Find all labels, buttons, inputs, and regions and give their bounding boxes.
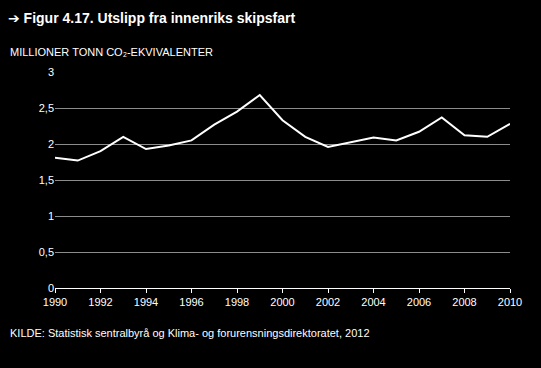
svg-text:1998: 1998 (225, 296, 249, 308)
svg-text:2006: 2006 (407, 296, 431, 308)
svg-text:0,5: 0,5 (39, 246, 54, 258)
svg-text:2004: 2004 (361, 296, 385, 308)
svg-text:3: 3 (48, 66, 54, 78)
svg-text:MILLIONER TONN CO₂-EKVIVALENTE: MILLIONER TONN CO₂-EKVIVALENTER (10, 46, 213, 58)
svg-text:2002: 2002 (316, 296, 340, 308)
svg-text:1,5: 1,5 (39, 174, 54, 186)
svg-text:➔ Figur 4.17. Utslipp fra inne: ➔ Figur 4.17. Utslipp fra innenriks skip… (8, 10, 295, 26)
svg-text:1996: 1996 (179, 296, 203, 308)
svg-text:2: 2 (48, 138, 54, 150)
svg-text:2,5: 2,5 (39, 102, 54, 114)
svg-text:2008: 2008 (452, 296, 476, 308)
svg-text:2000: 2000 (270, 296, 294, 308)
svg-text:1992: 1992 (88, 296, 112, 308)
svg-text:1: 1 (48, 210, 54, 222)
svg-text:1990: 1990 (43, 296, 67, 308)
svg-text:2010: 2010 (498, 296, 522, 308)
svg-text:1994: 1994 (134, 296, 158, 308)
svg-text:KILDE: Statistisk sentralbyrå: KILDE: Statistisk sentralbyrå og Klima- … (10, 327, 370, 339)
svg-text:0: 0 (48, 282, 54, 294)
